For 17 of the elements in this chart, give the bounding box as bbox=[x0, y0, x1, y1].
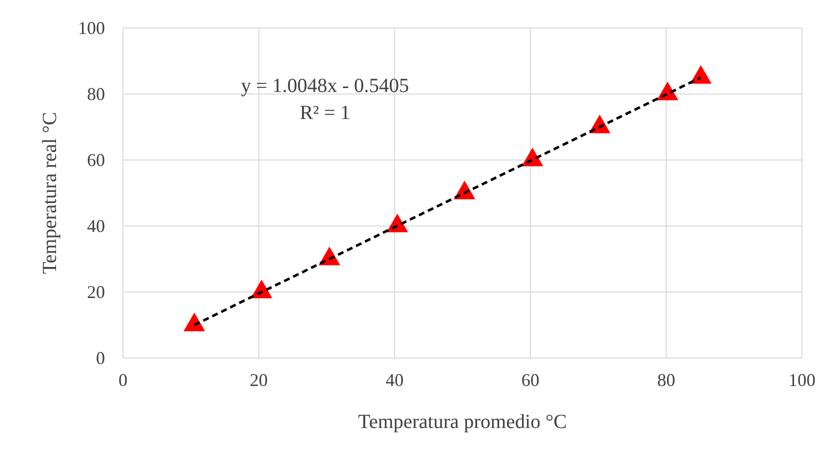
x-tick-label: 0 bbox=[118, 370, 128, 390]
annotation: R² = 1 bbox=[300, 102, 350, 124]
x-tick-label: 40 bbox=[386, 370, 404, 390]
y-tick-label: 100 bbox=[78, 18, 105, 38]
x-tick-label: 60 bbox=[521, 370, 540, 390]
y-tick-label: 60 bbox=[87, 150, 105, 170]
y-tick-label: 40 bbox=[87, 216, 105, 236]
x-axis-title: Temperatura promedio °C bbox=[358, 411, 567, 433]
y-tick-label: 0 bbox=[96, 348, 105, 368]
annotation: y = 1.0048x - 0.5405 bbox=[241, 75, 409, 97]
point bbox=[184, 312, 206, 332]
y-tick-label: 20 bbox=[87, 282, 105, 302]
y-tick-label: 80 bbox=[87, 84, 105, 104]
x-tick-label: 100 bbox=[788, 370, 816, 390]
x-tick-label: 20 bbox=[250, 370, 268, 390]
x-tick-label: 80 bbox=[657, 370, 676, 390]
y-axis-title: Temperatura real °C bbox=[39, 112, 61, 274]
